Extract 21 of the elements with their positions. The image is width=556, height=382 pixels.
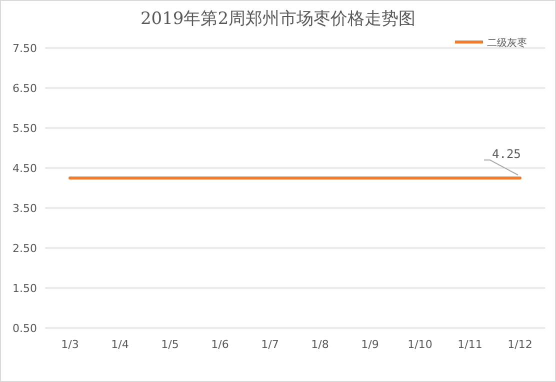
- x-tick-label: 1/7: [261, 338, 279, 351]
- x-tick-label: 1/4: [111, 338, 129, 351]
- y-tick-label: 2.50: [12, 242, 37, 255]
- x-tick-label: 1/5: [161, 338, 179, 351]
- x-tick-label: 1/12: [508, 338, 532, 351]
- y-tick-label: 4.50: [12, 162, 37, 175]
- x-tick-label: 1/9: [361, 338, 379, 351]
- x-tick-label: 1/8: [311, 338, 329, 351]
- y-tick-label: 0.50: [12, 322, 37, 335]
- y-tick-label: 6.50: [12, 82, 37, 95]
- x-tick-label: 1/6: [211, 338, 229, 351]
- y-tick-label: 7.50: [12, 42, 37, 55]
- annotation: 4.25: [492, 147, 521, 161]
- y-tick-label: 1.50: [12, 282, 37, 295]
- y-tick-label: 3.50: [12, 202, 37, 215]
- legend-label: 二级灰枣: [487, 37, 527, 49]
- x-tick-label: 1/10: [408, 338, 432, 351]
- chart-title: 2019年第2周郑州市场枣价格走势图: [140, 9, 416, 29]
- y-tick-label: 5.50: [12, 122, 37, 135]
- x-tick-label: 1/3: [61, 338, 79, 351]
- x-tick-label: 1/11: [458, 338, 482, 351]
